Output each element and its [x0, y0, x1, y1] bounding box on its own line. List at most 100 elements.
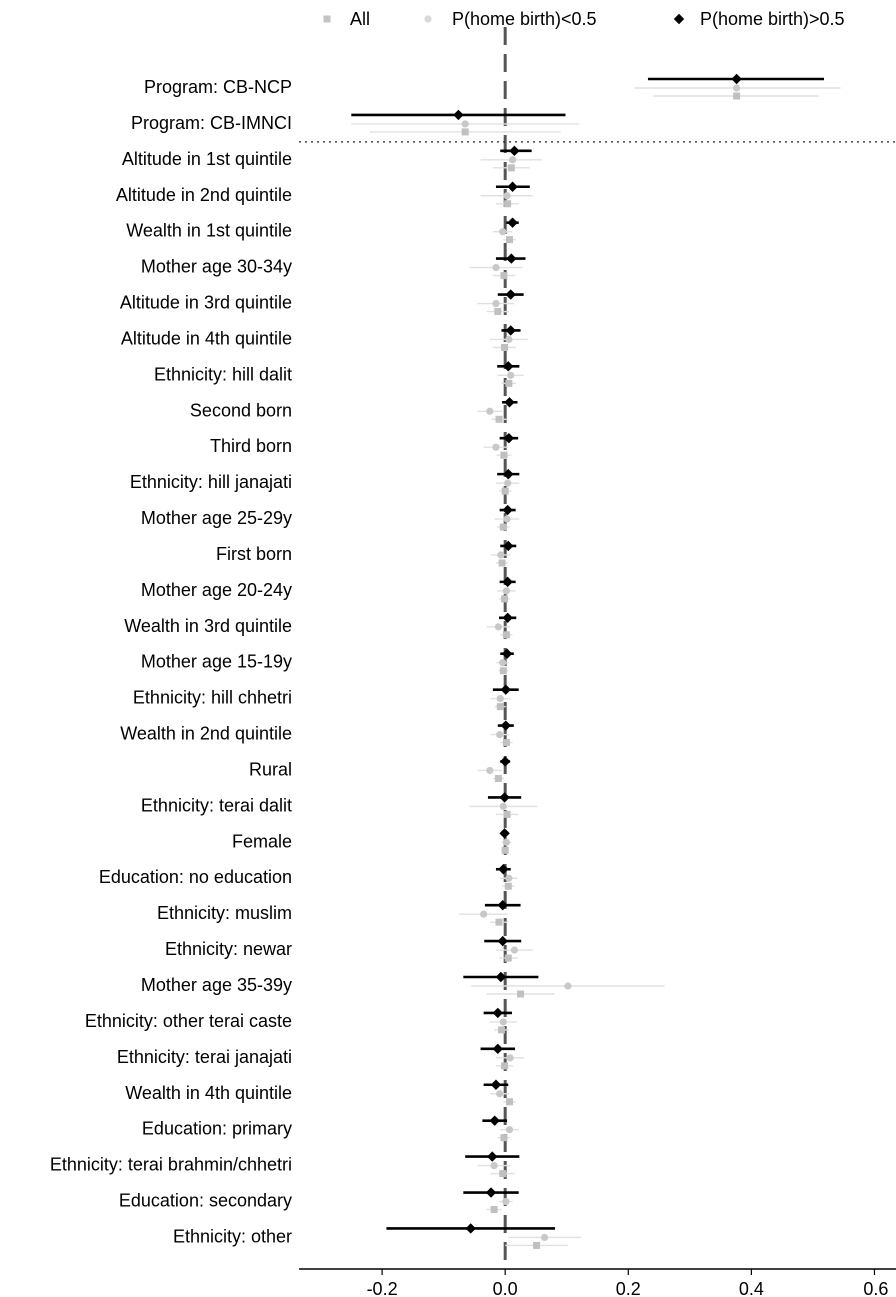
x-axis: -0.2 0.0 0.2 0.4 0.6 — [299, 1268, 896, 1297]
point-low — [502, 1197, 510, 1206]
row-24: Ethnicity: newar — [165, 935, 533, 962]
row-label: Wealth in 1st quintile — [126, 221, 292, 241]
row-label: Program: CB-NCP — [144, 77, 292, 97]
row-7: Altitude in 4th quintile — [121, 325, 528, 351]
point-low — [504, 479, 512, 487]
row-label: Altitude in 2nd quintile — [116, 185, 292, 205]
point-all — [501, 487, 509, 495]
point-low — [510, 946, 519, 954]
point-low — [499, 802, 507, 811]
point-low — [499, 659, 507, 667]
row-2: Altitude in 1st quintile — [122, 145, 543, 172]
point-all — [499, 1170, 507, 1178]
row-label: Education: primary — [142, 1119, 292, 1139]
row-19: Rural — [249, 756, 511, 782]
point-low — [506, 1054, 514, 1062]
point-high — [453, 109, 464, 121]
point-all — [505, 1098, 513, 1106]
row-label: Third born — [210, 436, 292, 456]
point-high — [501, 648, 513, 659]
row-1: Program: CB-IMNCI — [131, 109, 580, 136]
point-high — [509, 145, 520, 157]
point-high — [499, 756, 511, 767]
point-high — [500, 684, 511, 695]
row-label: Mother age 30-34y — [141, 257, 292, 277]
point-low — [505, 1126, 514, 1134]
row-18: Wealth in 2nd quintile — [120, 720, 514, 747]
row-30: Ethnicity: terai brahmin/chhetri — [50, 1151, 520, 1178]
point-all — [499, 523, 507, 531]
row-5: Mother age 30-34y — [141, 253, 526, 280]
point-all — [501, 1062, 509, 1070]
row-label: Wealth in 3rd quintile — [124, 616, 292, 636]
point-all — [505, 236, 513, 244]
point-all — [507, 164, 515, 172]
point-all — [501, 343, 509, 351]
point-all — [461, 128, 469, 136]
row-21: Female — [232, 828, 512, 854]
point-low — [492, 299, 500, 308]
row-3: Altitude in 2nd quintile — [116, 181, 533, 208]
point-high — [492, 1043, 503, 1055]
row-label: Rural — [249, 759, 292, 779]
point-high — [502, 576, 513, 588]
row-label: Ethnicity: hill janajati — [130, 472, 292, 492]
row-label: Program: CB-IMNCI — [131, 113, 292, 133]
point-low — [502, 838, 511, 846]
legend-marker-low — [424, 15, 432, 23]
point-high — [505, 289, 516, 300]
point-all — [490, 1206, 498, 1214]
row-label: Education: secondary — [119, 1191, 292, 1211]
point-low — [496, 695, 504, 703]
row-29: Education: primary — [142, 1115, 519, 1142]
point-all — [500, 272, 508, 280]
point-high — [502, 612, 513, 623]
point-all — [494, 774, 502, 782]
point-all — [498, 559, 506, 567]
x-tick-label: 0.4 — [739, 1279, 764, 1297]
row-label: Ethnicity: other — [173, 1226, 292, 1246]
point-high — [503, 433, 515, 444]
point-all — [517, 990, 525, 998]
row-10: Third born — [210, 433, 519, 459]
point-low — [564, 982, 572, 990]
row-label: Ethnicity: newar — [165, 939, 292, 959]
point-high — [503, 540, 514, 552]
point-all — [503, 810, 511, 818]
row-label: Mother age 25-29y — [141, 508, 292, 528]
row-label: Second born — [190, 400, 292, 420]
row-label: Mother age 20-24y — [141, 580, 292, 600]
point-low — [494, 623, 503, 631]
row-4: Wealth in 1st quintile — [126, 217, 519, 244]
x-tick-label: 0.0 — [493, 1279, 518, 1297]
point-all — [733, 92, 741, 100]
point-low — [508, 156, 517, 164]
row-label: Ethnicity: muslim — [157, 903, 292, 923]
point-low — [499, 1018, 507, 1026]
row-label: Education: no education — [99, 867, 292, 887]
point-all — [502, 739, 510, 747]
row-16: Mother age 15-19y — [141, 648, 514, 675]
point-low — [496, 730, 504, 739]
point-high — [731, 73, 742, 85]
row-label: Wealth in 2nd quintile — [120, 724, 292, 744]
point-high — [465, 1223, 476, 1234]
point-low — [492, 264, 500, 272]
row-label: Female — [232, 831, 292, 851]
point-high — [498, 864, 509, 875]
point-low — [490, 1162, 498, 1170]
x-tick-label: -0.2 — [367, 1279, 398, 1297]
point-high — [507, 217, 518, 228]
point-low — [505, 335, 513, 344]
row-31: Education: secondary — [119, 1187, 519, 1214]
point-all — [495, 918, 503, 926]
point-all — [496, 703, 504, 711]
row-15: Wealth in 3rd quintile — [124, 612, 517, 639]
point-all — [504, 954, 512, 962]
point-all — [500, 451, 508, 459]
row-label: Ethnicity: hill chhetri — [133, 688, 292, 708]
point-high — [504, 397, 515, 408]
row-13: First born — [216, 540, 517, 567]
point-all — [502, 631, 510, 639]
point-all — [504, 200, 512, 208]
